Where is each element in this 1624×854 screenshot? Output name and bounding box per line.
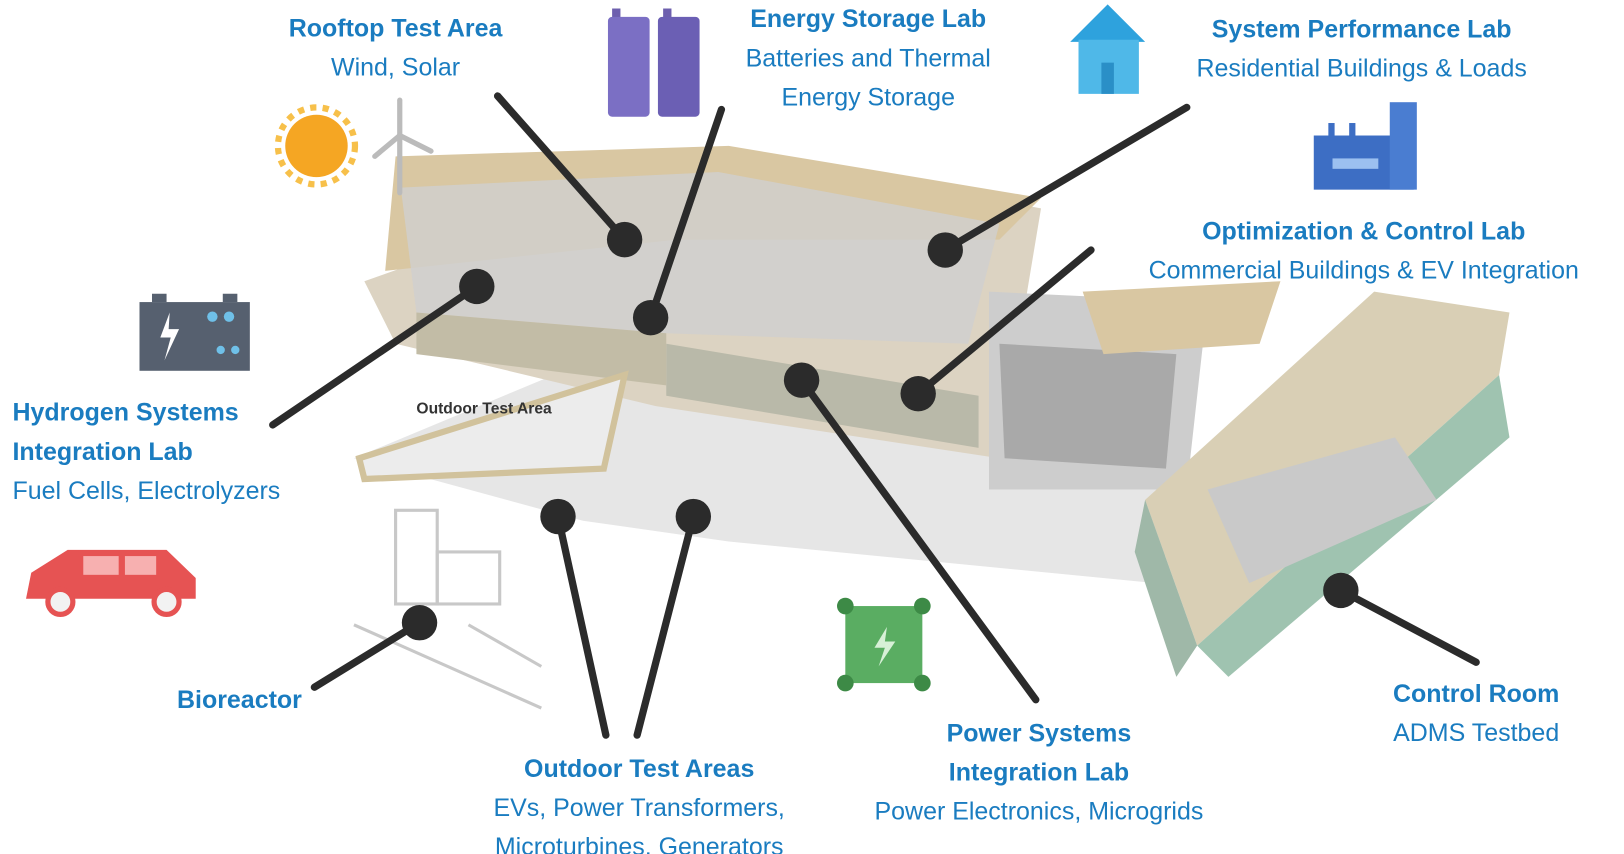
label-title: Rooftop Test Area [289,15,504,43]
label-subtitle: Microturbines, Generators [495,833,784,854]
label-title: Power Systems [947,719,1132,747]
building-label: Outdoor Test Area [416,400,552,417]
label-subtitle: EVs, Power Transformers, [493,794,784,822]
label-subtitle: Batteries and Thermal [746,44,991,72]
label-subtitle: Energy Storage [781,83,955,111]
label-subtitle: Fuel Cells, Electrolyzers [12,477,280,505]
battery-icon [608,9,700,117]
page: Lab Facility Overview html, body { margi… [0,0,1624,854]
label-title: Bioreactor [177,686,302,714]
factory-icon [1314,102,1417,189]
facility-diagram: Outdoor Test Area [0,0,1624,854]
label-title: Integration Lab [12,438,192,466]
body: {"labels": [ {"title": ["Rooftop Test Ar… [0,0,1624,854]
label-subtitle: Residential Buildings & Loads [1196,55,1526,83]
label-subtitle: ADMS Testbed [1393,719,1559,747]
house-icon [1070,4,1145,94]
label-title: Control Room [1393,680,1559,708]
label-subtitle: Wind, Solar [331,54,460,82]
bioreactor-illustration [354,510,541,708]
car-icon [26,550,196,615]
label-subtitle: Commercial Buildings & EV Integration [1149,257,1579,285]
label-title: Energy Storage Lab [750,5,986,33]
label-title: System Performance Lab [1212,16,1512,44]
label-title: Hydrogen Systems [12,399,238,427]
label-subtitle: Power Electronics, Microgrids [875,797,1204,825]
label-title: Optimization & Control Lab [1202,218,1525,246]
fuel-cell-icon [139,294,249,371]
sun-icon [278,107,355,184]
microgrid-icon [837,598,931,692]
label-title: Integration Lab [949,758,1129,786]
label-title: Outdoor Test Areas [524,755,754,783]
